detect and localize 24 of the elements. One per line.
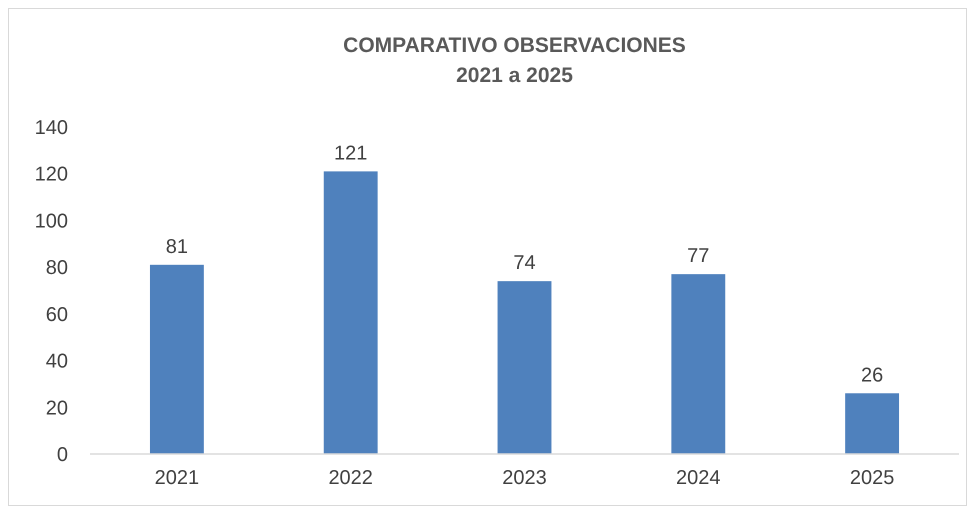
x-tick-label: 2021 (154, 467, 200, 489)
data-label: 26 (860, 364, 884, 386)
x-tick-label: 2025 (850, 467, 894, 489)
y-tick-label: 120 (34, 164, 68, 186)
bar (150, 264, 204, 454)
data-label: 77 (687, 245, 710, 268)
data-label: 74 (513, 252, 536, 274)
y-tick-label: 40 (46, 350, 68, 373)
bar (845, 393, 900, 454)
x-tick-label: 2022 (328, 467, 373, 489)
x-tick-label: 2023 (502, 467, 547, 489)
bar (671, 274, 726, 454)
bar (498, 281, 552, 454)
y-tick-label: 0 (56, 444, 68, 466)
bar (324, 171, 378, 454)
chart-title: COMPARATIVO OBSERVACIONES 2021 a 2025 (343, 34, 686, 87)
x-tick-label: 2024 (676, 467, 721, 489)
y-tick-label: 140 (34, 117, 68, 139)
data-label: 121 (334, 142, 368, 164)
y-tick-label: 100 (34, 210, 68, 232)
data-label: 81 (166, 236, 188, 258)
y-tick-label: 80 (46, 257, 68, 280)
y-tick-label: 20 (46, 397, 68, 420)
y-tick-label: 60 (46, 304, 68, 326)
